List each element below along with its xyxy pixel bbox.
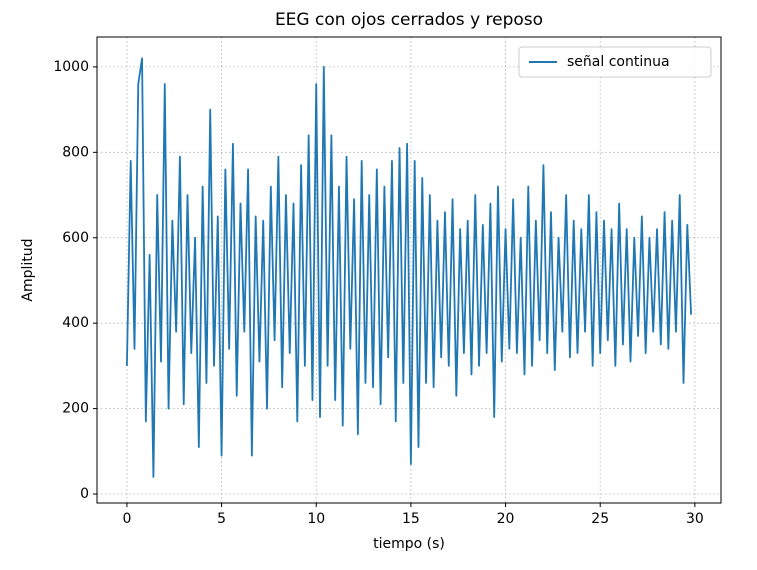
x-tick-label: 10 — [307, 511, 325, 527]
x-axis-label: tiempo (s) — [373, 536, 445, 552]
y-tick-label: 0 — [80, 486, 89, 502]
legend-label: señal continua — [567, 54, 670, 70]
y-tick-label: 600 — [62, 230, 89, 246]
x-tick-label: 15 — [402, 511, 420, 527]
x-tick-label: 0 — [122, 511, 131, 527]
chart-title: EEG con ojos cerrados y reposo — [275, 10, 543, 30]
y-tick-label: 1000 — [53, 59, 89, 75]
x-tick-label: 20 — [497, 511, 515, 527]
y-axis-label: Amplitud — [20, 238, 36, 301]
plot-frame — [96, 36, 722, 504]
x-tick-label: 5 — [217, 511, 226, 527]
y-tick-label: 400 — [62, 315, 89, 331]
x-tick-label: 30 — [686, 511, 704, 527]
series-line — [126, 57, 692, 478]
legend-box — [518, 46, 712, 78]
x-tick-label: 25 — [591, 511, 609, 527]
y-tick-label: 800 — [62, 144, 89, 160]
y-tick-label: 200 — [62, 401, 89, 417]
